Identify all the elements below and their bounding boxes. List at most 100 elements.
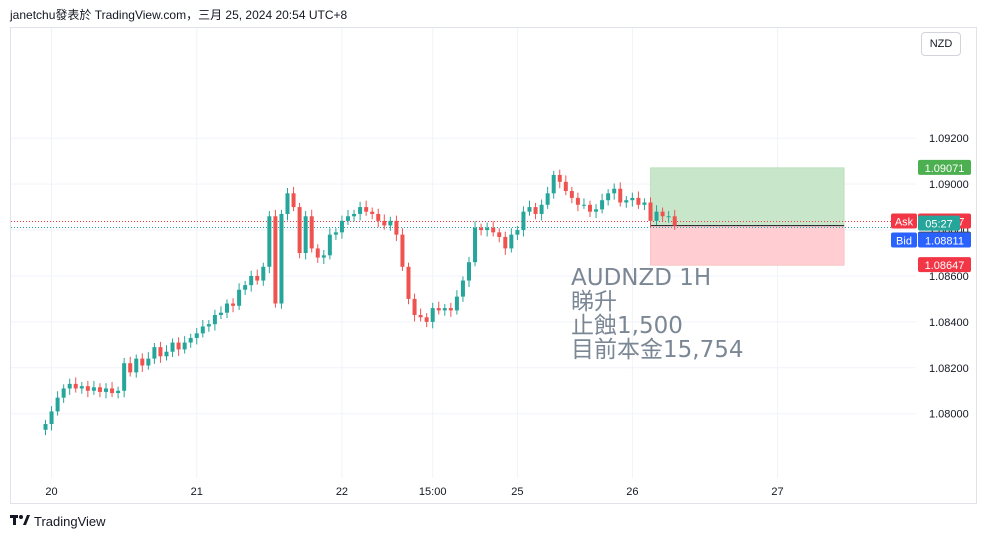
candle-body — [588, 204, 592, 212]
bid-price-label: 1.08811 — [925, 236, 964, 248]
candle-body — [642, 202, 647, 205]
tp-price-label: 1.09071 — [925, 163, 965, 175]
candle-body — [315, 248, 320, 258]
candle-body — [376, 213, 381, 221]
candle-body — [418, 314, 423, 318]
candle-body — [557, 174, 562, 182]
candle-body — [624, 200, 629, 203]
sl-price-label-bg — [918, 257, 971, 273]
candle-body — [672, 216, 677, 226]
candle-body — [110, 388, 115, 394]
candle-body — [436, 308, 441, 311]
candle-body — [358, 207, 363, 214]
x-tick-label: 15:00 — [419, 486, 447, 498]
candle-body — [158, 347, 163, 357]
candle-body — [606, 193, 611, 201]
candle-body — [206, 324, 211, 327]
annotation-line-4: 目前本金15,754 — [571, 337, 744, 363]
candle-body — [116, 390, 121, 394]
candle-body — [188, 337, 193, 343]
countdown-label: 05:27 — [925, 219, 953, 231]
x-tick-label: 26 — [626, 486, 638, 498]
y-tick-label: 1.08400 — [929, 317, 969, 329]
candle-body — [618, 188, 623, 203]
candle-body — [243, 285, 248, 290]
candle-body — [122, 363, 127, 391]
candle-body — [128, 363, 133, 373]
candle-body — [521, 211, 526, 231]
candle-body — [218, 312, 223, 315]
candle-body — [303, 216, 308, 253]
candle-body — [539, 204, 544, 214]
candle-body — [273, 216, 278, 304]
candle-body — [388, 220, 393, 226]
candle-body — [321, 255, 326, 258]
candle-body — [473, 227, 478, 263]
candle-body — [563, 181, 568, 192]
candle-body — [467, 262, 471, 281]
footer: TradingView — [10, 514, 106, 529]
candle-body — [297, 207, 302, 253]
candle-body — [333, 232, 338, 235]
sl-price-label: 1.08647 — [925, 260, 965, 272]
candle-body — [497, 232, 502, 237]
candle-body — [503, 236, 508, 249]
candle-body — [491, 227, 496, 233]
candle-body — [485, 227, 490, 231]
x-tick-label: 20 — [45, 486, 57, 498]
candle-body — [581, 204, 586, 206]
candle-body — [600, 200, 605, 210]
candle-body — [67, 383, 72, 389]
currency-button[interactable]: NZD — [921, 32, 961, 56]
candle-body — [79, 386, 84, 389]
annotation-line-1: AUDNZD 1H — [571, 265, 712, 291]
take-profit-zone[interactable] — [650, 167, 845, 226]
candle-body — [146, 358, 151, 366]
y-tick-label: 1.09200 — [929, 133, 969, 145]
y-tick-label: 1.08200 — [929, 363, 969, 375]
candle-body — [430, 308, 435, 322]
candle-body — [527, 207, 532, 212]
candle-body — [406, 266, 411, 299]
candle-body — [249, 275, 254, 286]
tp-price-label-bg — [918, 159, 971, 175]
candle-body — [291, 193, 296, 208]
candle-body — [97, 387, 102, 392]
x-tick-label: 27 — [771, 486, 783, 498]
candle-body — [55, 397, 60, 412]
candle-body — [200, 326, 205, 334]
stop-loss-zone[interactable] — [650, 225, 845, 266]
candle-body — [569, 191, 574, 198]
y-tick-label: 1.08600 — [929, 271, 969, 283]
candle-body — [424, 317, 429, 322]
countdown-bg — [918, 215, 960, 231]
candle-body — [382, 220, 387, 226]
candle-body — [152, 347, 157, 359]
candle-body — [594, 209, 599, 212]
candle-body — [339, 220, 344, 233]
candle-body — [460, 280, 465, 297]
candle-body — [654, 211, 659, 221]
candle-body — [515, 230, 520, 235]
annotation-line-3: 止蝕1,500 — [571, 313, 683, 339]
candle-body — [279, 213, 284, 304]
candle-body — [73, 383, 78, 389]
candle-body — [182, 342, 187, 350]
candle-body — [636, 197, 641, 205]
annotation-line-2: 睇升 — [571, 289, 617, 315]
candle-body — [140, 358, 145, 366]
candle-body — [454, 296, 459, 311]
candle-body — [448, 308, 453, 311]
candle-body — [394, 220, 399, 235]
candle-body — [575, 197, 580, 205]
ask-tag-bg — [891, 213, 917, 229]
candle-body — [164, 351, 169, 357]
candle-body — [225, 303, 229, 313]
candle-body — [91, 387, 96, 391]
bid-tag: Bid — [896, 236, 912, 248]
candle-body — [400, 234, 405, 267]
candle-body — [267, 216, 272, 267]
candle-body — [231, 303, 236, 306]
candle-body — [43, 424, 48, 430]
